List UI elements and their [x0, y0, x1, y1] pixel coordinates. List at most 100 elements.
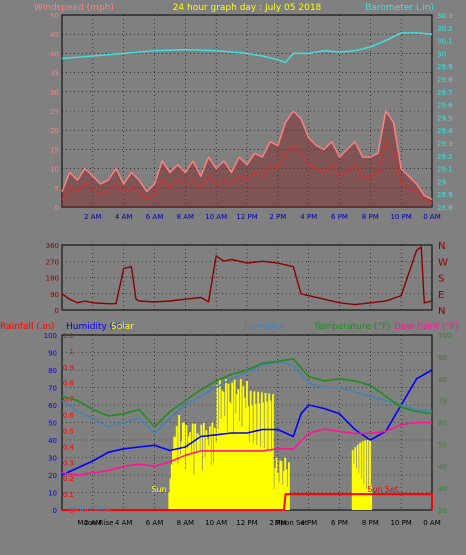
panel3-rain-tick: 0.6: [63, 412, 75, 420]
panel1-left-tick: 25: [50, 108, 59, 116]
solar-bar: [207, 445, 210, 510]
panel3-temp-tick: 20: [438, 507, 447, 515]
solar-bar: [225, 379, 227, 510]
panel3-humidity-tick: 10: [48, 490, 57, 498]
solar-bar: [169, 478, 172, 510]
solar-bar: [202, 422, 205, 510]
solar-bar: [279, 460, 282, 510]
panel3-label: Dew Point (°F): [394, 322, 459, 332]
solar-bar: [254, 404, 257, 510]
panel3-x-tick: 6 PM: [331, 519, 348, 527]
solar-bar: [211, 422, 214, 510]
solar-bar: [241, 426, 243, 510]
panel1-x-tick: 10 PM: [390, 213, 411, 221]
panel1-x-tick: 12 PM: [236, 213, 257, 221]
panel1-left-tick: 45: [50, 31, 59, 39]
solar-bar: [193, 474, 195, 510]
wind-gust-area: [62, 111, 432, 207]
solar-bar: [366, 440, 369, 510]
solar-bar: [370, 485, 373, 510]
solar-bar: [168, 492, 171, 510]
solar-bar: [216, 384, 219, 510]
solar-bar: [288, 462, 290, 510]
panel3-rain-tick: 0.3: [63, 459, 74, 467]
panel1-right-tick: 28.8: [437, 204, 453, 212]
barometer-line: [61, 32, 433, 64]
solar-bar: [180, 441, 183, 510]
panel1-right-tick: 28.9: [437, 191, 453, 199]
panel2-compass-tick: S: [438, 274, 444, 285]
solar-bar: [196, 433, 199, 510]
panel1-left-tick: 30: [50, 89, 59, 97]
solar-bar: [269, 400, 272, 510]
panel2-compass-tick: N: [438, 306, 445, 317]
solar-bar: [183, 422, 185, 510]
panel3-rain-tick: 1: [70, 348, 74, 356]
panel3-x-tick: 6 AM: [146, 519, 164, 527]
moon-rise-annotation: Moon Rise: [70, 505, 111, 514]
rainfall-line: [62, 493, 433, 511]
panel1-x-tick: 10 AM: [205, 213, 227, 221]
solar-bar: [358, 473, 360, 510]
panel3-rain-tick: 0.5: [63, 427, 74, 435]
solar-bar: [255, 445, 258, 510]
solar-bar: [230, 404, 232, 510]
solar-bar: [284, 457, 287, 510]
panel1-right-tick: 30.3: [437, 12, 453, 20]
solar-bar: [209, 426, 211, 510]
panel3-humidity-tick: 20: [48, 472, 57, 480]
panel2-left-tick: 0: [55, 307, 59, 315]
solar-bar: [262, 402, 264, 510]
panel1-right-tick: 30: [437, 50, 446, 58]
panel3-humidity-tick: 70: [48, 385, 57, 393]
dewpoint-line: [61, 421, 432, 476]
solar-bar: [206, 438, 209, 510]
panel3-x-tick: 12 PM: [236, 519, 257, 527]
solar-bar: [236, 393, 238, 510]
solar-bar: [247, 406, 250, 510]
solar-bar: [174, 437, 177, 510]
panel3-x-tick: 8 AM: [177, 519, 195, 527]
panel1-left-tick: 35: [50, 70, 59, 78]
solar-bar: [220, 418, 222, 510]
panel1-right-tick: 29.4: [437, 127, 453, 135]
panel3-humidity-tick: 90: [48, 350, 57, 358]
panel3-temp-tick: 30: [438, 485, 447, 493]
solar-bar: [268, 393, 271, 510]
panel3-temp-tick: 80: [438, 376, 447, 384]
panel3-rain-tick: 0.7: [63, 396, 74, 404]
panel3-rain-tick: 0.2: [63, 475, 74, 483]
solar-bar: [223, 416, 226, 510]
panel3-rain-tick: 0.8: [63, 380, 74, 388]
solar-bar: [248, 442, 251, 510]
solar-bar: [367, 490, 370, 510]
humidex-line: [61, 360, 433, 435]
solar-bar: [198, 435, 200, 510]
panel3-label: Temperature (°F): [313, 322, 391, 332]
panel2-compass-tick: E: [438, 290, 444, 301]
graph-title: 24 hour graph day : July 05 2018: [173, 3, 322, 13]
solar-bar: [361, 441, 364, 510]
panel1-right-tick: 29.6: [437, 102, 453, 110]
solar-bar: [227, 383, 230, 510]
solar-bar: [185, 425, 188, 510]
panel3-temp-tick: 60: [438, 420, 447, 428]
solar-bar: [364, 440, 366, 510]
wind-direction-line: [61, 246, 433, 306]
sun-set-annotation: Sun Set: [367, 485, 398, 494]
solar-bar: [205, 430, 208, 510]
solar-bar: [278, 482, 280, 510]
solar-bar: [353, 463, 355, 510]
solar-bar: [276, 472, 279, 510]
solar-bar: [175, 426, 178, 510]
panel1-x-tick: 0 AM: [423, 213, 441, 221]
panel1-x-tick: 8 PM: [362, 213, 379, 221]
panel2-left-tick: 180: [46, 275, 59, 283]
solar-bar: [191, 423, 194, 510]
solar-bar: [190, 454, 193, 510]
solar-bar: [273, 489, 275, 510]
panel1-right-label: Barometer (.in): [365, 3, 434, 13]
panel3-humidity-tick: 50: [48, 420, 57, 428]
